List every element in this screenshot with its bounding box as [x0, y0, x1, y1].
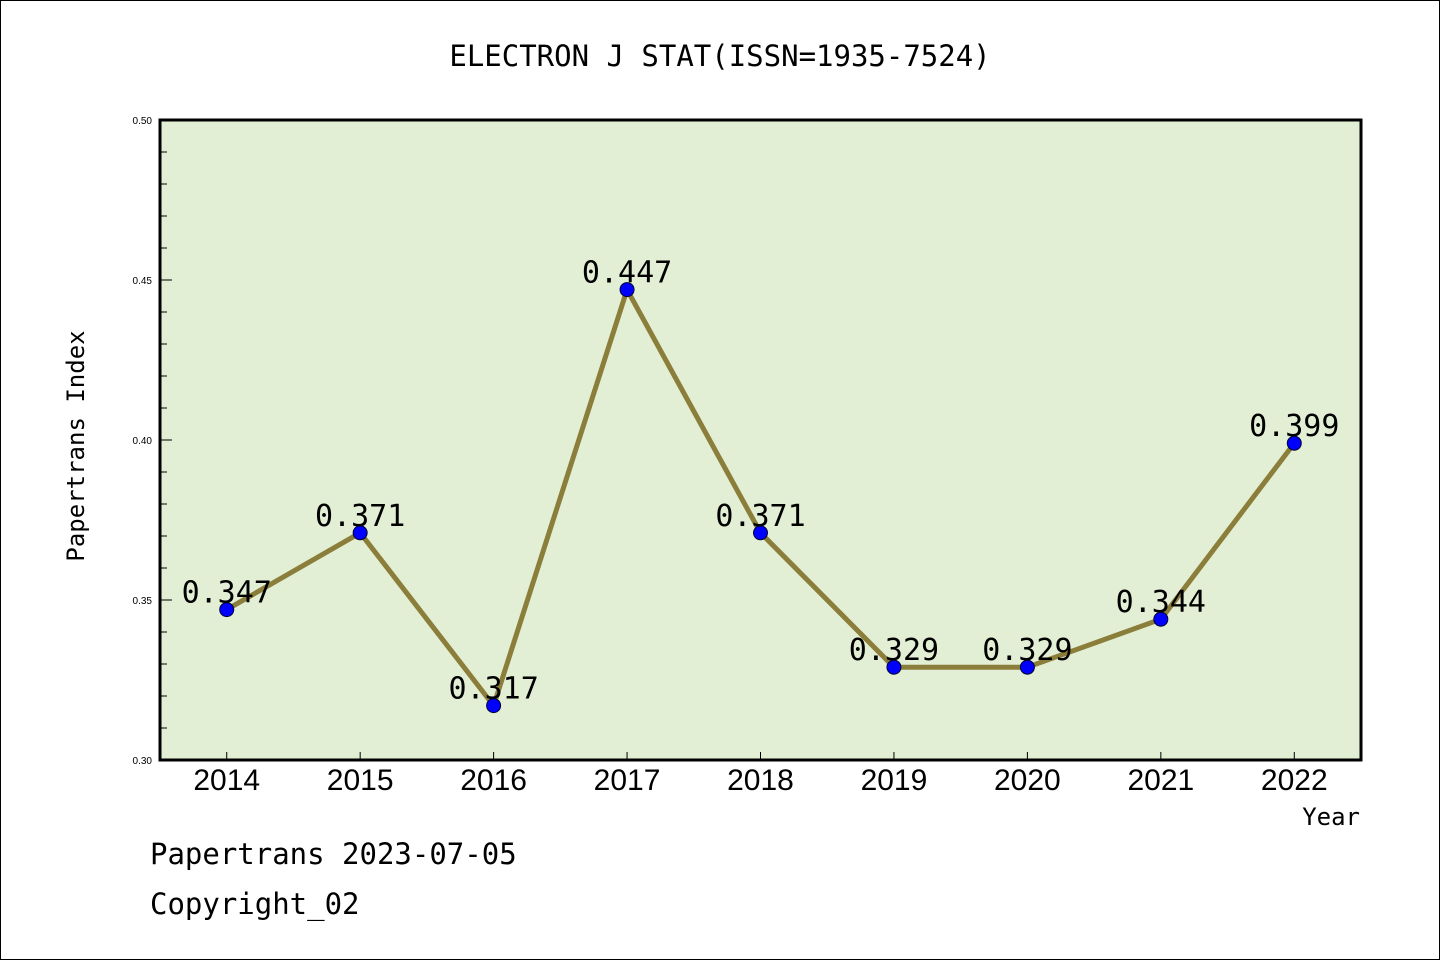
x-tick-label: 2017: [594, 764, 661, 797]
data-labels: 0.347 0.371 0.317 0.447 0.371 0.329 0.329 0.344…: [182, 256, 1340, 707]
x-axis-label: Year: [1302, 803, 1360, 831]
data-point: [886, 659, 902, 675]
x-tick-label: 2018: [727, 764, 794, 797]
data-point: [1019, 659, 1035, 675]
data-point: [753, 525, 768, 541]
data-label: 0.347: [182, 576, 272, 611]
x-tick-label: 2015: [327, 764, 394, 797]
data-label: 0.317: [448, 672, 538, 707]
data-point: [1153, 611, 1169, 627]
data-point: [486, 698, 502, 714]
data-label: 0.329: [849, 633, 939, 668]
x-tick-label: 2020: [994, 764, 1061, 797]
data-point: [1286, 435, 1302, 451]
y-tick-label: 0.45: [133, 276, 153, 287]
data-label: 0.399: [1249, 409, 1339, 444]
data-markers: [219, 282, 1302, 714]
data-point: [619, 282, 635, 298]
y-tick-label: 0.50: [133, 116, 153, 127]
y-tick-label: 0.35: [133, 596, 153, 607]
plot-area: [158, 118, 1363, 762]
chart-title: ELECTRON J STAT(ISSN=1935-7524): [449, 39, 990, 73]
y-axis-label: Papertrans Index: [62, 330, 90, 561]
y-tick-label: 0.40: [133, 436, 153, 447]
data-label: 0.344: [1116, 585, 1206, 620]
x-tick-label: 2014: [193, 764, 260, 797]
x-tick-label: 2021: [1127, 764, 1194, 797]
data-label: 0.447: [582, 256, 672, 291]
x-tick-label: 2022: [1261, 764, 1328, 797]
data-label: 0.329: [982, 633, 1072, 668]
data-point: [219, 602, 235, 618]
data-label: 0.371: [715, 499, 805, 534]
x-tick-label: 2016: [460, 764, 527, 797]
data-label: 0.371: [315, 499, 405, 534]
x-tick-label: 2019: [861, 764, 928, 797]
footer-copyright: Copyright_02: [150, 887, 360, 922]
x-axis-ticks: 2014 2015 2016 2017 2018 2019 2020 2021 2022: [193, 752, 1328, 797]
y-axis-ticks: 0.30 0.35 0.40 0.45 0.50: [133, 116, 172, 767]
footer-date: Papertrans 2023-07-05: [150, 837, 517, 871]
y-tick-label: 0.30: [133, 756, 153, 767]
data-point: [352, 525, 368, 541]
